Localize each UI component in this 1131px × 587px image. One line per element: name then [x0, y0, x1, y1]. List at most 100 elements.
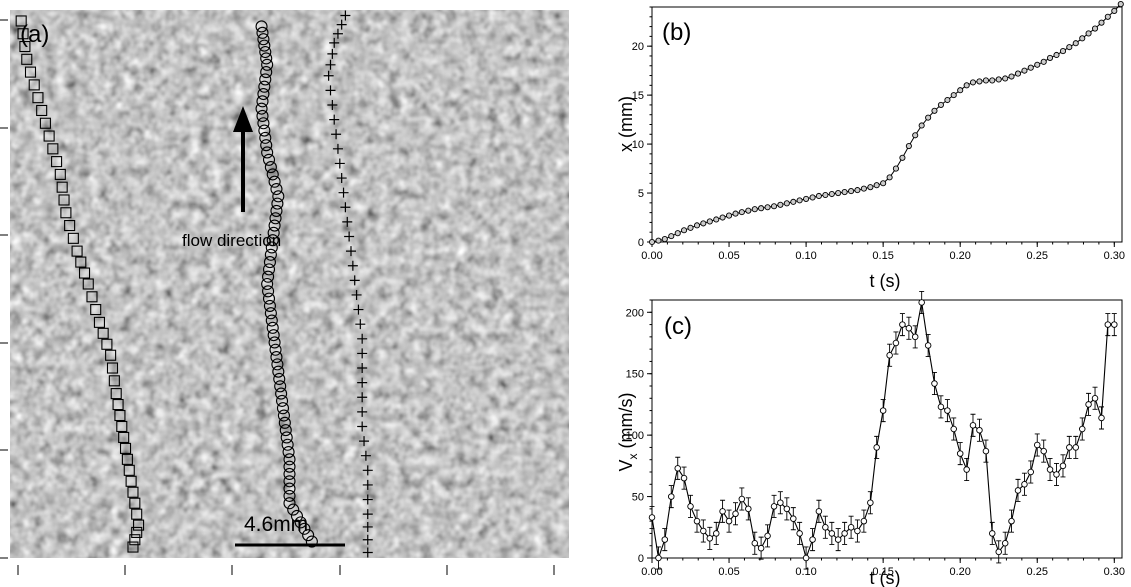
track-circle-marker — [275, 387, 288, 400]
data-point — [680, 474, 688, 482]
panel-b-marks — [648, 1, 1124, 246]
data-point — [892, 165, 899, 172]
ylabel-sub: x — [626, 453, 640, 459]
track-square-marker — [118, 431, 130, 443]
track-circle-marker — [287, 503, 300, 516]
data-point — [693, 517, 701, 525]
data-point — [937, 101, 944, 108]
data-point — [905, 325, 913, 332]
data-point — [963, 82, 970, 89]
data-point — [745, 207, 752, 214]
data-point — [1027, 64, 1034, 71]
track-square-marker — [105, 349, 117, 361]
track-square-marker — [93, 316, 105, 328]
data-point — [655, 237, 662, 244]
data-point — [873, 444, 880, 451]
track-circle-marker — [265, 241, 278, 254]
track-plus-marker — [357, 333, 368, 344]
data-point — [1046, 466, 1054, 473]
track-circle-marker — [256, 109, 269, 122]
track-plus-marker — [334, 158, 345, 169]
x-tick-label: 0.05 — [718, 566, 739, 578]
y-tick-label: 50 — [632, 492, 644, 504]
panel-c-chart: 0.00 0.05 0.10 0.15 0.20 0.25 0.30 0 50 100 150 200… — [616, 290, 1125, 587]
track-circle-marker — [263, 299, 276, 312]
data-point — [912, 132, 919, 139]
data-point — [706, 218, 713, 225]
track-plus-marker — [357, 392, 368, 403]
track-circle-marker — [255, 20, 268, 33]
track-square-marker — [129, 497, 141, 509]
panel-c-xlabel: t (s) — [870, 568, 901, 587]
x-tick-label: 0.10 — [795, 566, 816, 578]
track-plus-marker — [357, 406, 368, 417]
track-circle-marker — [258, 39, 271, 52]
track-circle-marker — [266, 321, 279, 334]
track-square-marker — [51, 156, 63, 168]
track-circle-marker — [279, 424, 292, 437]
track-square-marker — [28, 79, 40, 91]
data-point — [719, 214, 726, 221]
data-point — [777, 201, 784, 208]
track-square-marker — [78, 267, 91, 279]
x-tick-label: 0.30 — [1104, 250, 1125, 262]
data-point — [892, 339, 900, 347]
track-circle-marker — [275, 394, 289, 407]
data-point — [841, 530, 848, 537]
data-point — [1040, 447, 1047, 455]
data-point — [822, 524, 829, 531]
plot-frame — [651, 299, 1123, 559]
data-point — [835, 189, 842, 197]
track-square-marker — [108, 375, 120, 387]
track-circle-marker — [283, 467, 296, 481]
track-circle-marker — [283, 489, 296, 502]
track-plus-marker — [357, 363, 368, 374]
data-point — [873, 182, 880, 189]
track-square-marker — [116, 420, 128, 433]
track-circle-marker — [270, 351, 283, 364]
data-point — [841, 189, 848, 196]
track-circle-marker — [256, 26, 269, 39]
track-circle-marker — [273, 372, 286, 386]
flow-direction-label: flow direction — [182, 231, 281, 250]
track-circle-marker — [259, 73, 272, 86]
x-tick-label: 0.00 — [641, 250, 662, 262]
plot-frame — [651, 6, 1123, 243]
track-square-marker — [82, 278, 94, 290]
data-point — [995, 76, 1002, 83]
data-point — [899, 154, 906, 161]
track-circle-marker — [272, 190, 285, 203]
track-plus-marker — [344, 231, 355, 242]
data-point — [1104, 13, 1111, 20]
track-plus-marker — [349, 275, 360, 286]
track-circle-marker — [260, 66, 273, 79]
data-point — [1014, 487, 1022, 494]
track-plus-marker — [323, 70, 334, 81]
x-tick-label: 0.20 — [949, 566, 970, 578]
track-plus-marker — [357, 421, 368, 432]
data-point — [931, 380, 938, 387]
track-circle-marker — [271, 197, 284, 210]
track-plus-marker — [357, 348, 368, 359]
data-point — [668, 233, 675, 240]
track-circle-marker — [262, 263, 276, 276]
track-circle-marker — [283, 482, 296, 495]
track-square-marker — [133, 519, 145, 531]
track-circle-marker — [283, 497, 296, 510]
data-point — [969, 422, 977, 429]
data-point — [1111, 7, 1118, 14]
data-point — [950, 92, 957, 99]
track-circle-marker — [259, 45, 272, 59]
track-square-marker — [131, 526, 143, 538]
track-plus-marker — [327, 48, 338, 59]
data-point — [1046, 54, 1054, 61]
x-tick-label: 0.15 — [872, 566, 893, 578]
panel-b-tick-labels: 0.00 0.05 0.10 0.15 0.20 0.25 0.30 0 5 10 15 20 — [632, 41, 1125, 262]
data-point — [738, 495, 746, 503]
data-point — [815, 192, 822, 200]
data-point — [790, 515, 797, 522]
data-point — [687, 224, 694, 231]
flow-arrow-head — [233, 106, 253, 132]
data-point — [976, 426, 983, 434]
